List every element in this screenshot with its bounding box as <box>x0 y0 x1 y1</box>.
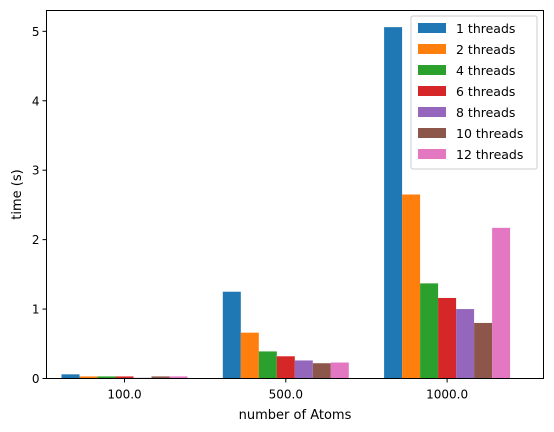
legend-swatch <box>418 44 446 54</box>
legend-label: 2 threads <box>456 42 515 57</box>
y-tick-label: 3 <box>32 164 40 178</box>
bar-12-threads-100.0 <box>169 376 188 379</box>
bars-layer <box>61 27 511 379</box>
x-tick-label: 500.0 <box>269 388 303 402</box>
legend-label: 12 threads <box>456 147 523 162</box>
x-tick-label: 100.0 <box>107 388 141 402</box>
bar-6-threads-500.0 <box>276 356 295 379</box>
legend-swatch <box>418 86 446 96</box>
legend-swatch <box>418 149 446 159</box>
y-tick-label: 2 <box>32 233 40 247</box>
bar-4-threads-1000.0 <box>420 283 439 379</box>
x-tick-label: 1000.0 <box>426 388 468 402</box>
y-tick-label: 0 <box>32 372 40 386</box>
y-axis: 0 1 2 3 4 5 <box>32 25 47 386</box>
bar-4-threads-500.0 <box>258 351 277 379</box>
bar-6-threads-100.0 <box>115 376 134 379</box>
bar-10-threads-100.0 <box>151 376 170 379</box>
bar-2-threads-100.0 <box>79 376 98 379</box>
y-axis-label: time (s) <box>10 169 25 219</box>
plot-frame <box>46 10 544 379</box>
y-tick-label: 5 <box>32 25 40 39</box>
bar-4-threads-100.0 <box>97 376 116 379</box>
legend: 1 threads 2 threads 4 threads 6 threads 8 th… <box>410 15 538 170</box>
x-axis-label: number of Atoms <box>239 408 352 423</box>
bar-8-threads-1000.0 <box>456 309 475 379</box>
bar-1-threads-100.0 <box>61 374 80 379</box>
legend-label: 4 threads <box>456 63 515 78</box>
bar-2-threads-500.0 <box>240 332 259 379</box>
bar-10-threads-500.0 <box>312 363 331 379</box>
legend-label: 10 threads <box>456 126 523 141</box>
bar-2-threads-1000.0 <box>402 194 421 379</box>
legend-label: 6 threads <box>456 84 515 99</box>
x-axis: 100.0 500.0 1000.0 <box>107 378 468 402</box>
bar-12-threads-1000.0 <box>492 227 511 379</box>
bar-1-threads-1000.0 <box>384 27 403 379</box>
bar-10-threads-1000.0 <box>474 322 493 379</box>
legend-label: 1 threads <box>456 21 515 36</box>
bar-1-threads-500.0 <box>222 291 241 379</box>
y-tick-label: 1 <box>32 303 40 317</box>
legend-label: 8 threads <box>456 105 515 120</box>
legend-swatch <box>418 65 446 75</box>
legend-swatch <box>418 107 446 117</box>
bar-12-threads-500.0 <box>330 362 349 379</box>
bar-8-threads-500.0 <box>294 360 313 379</box>
legend-swatch <box>418 128 446 138</box>
y-tick-label: 4 <box>32 94 40 108</box>
legend-swatch <box>418 23 446 33</box>
bar-6-threads-1000.0 <box>438 297 457 379</box>
